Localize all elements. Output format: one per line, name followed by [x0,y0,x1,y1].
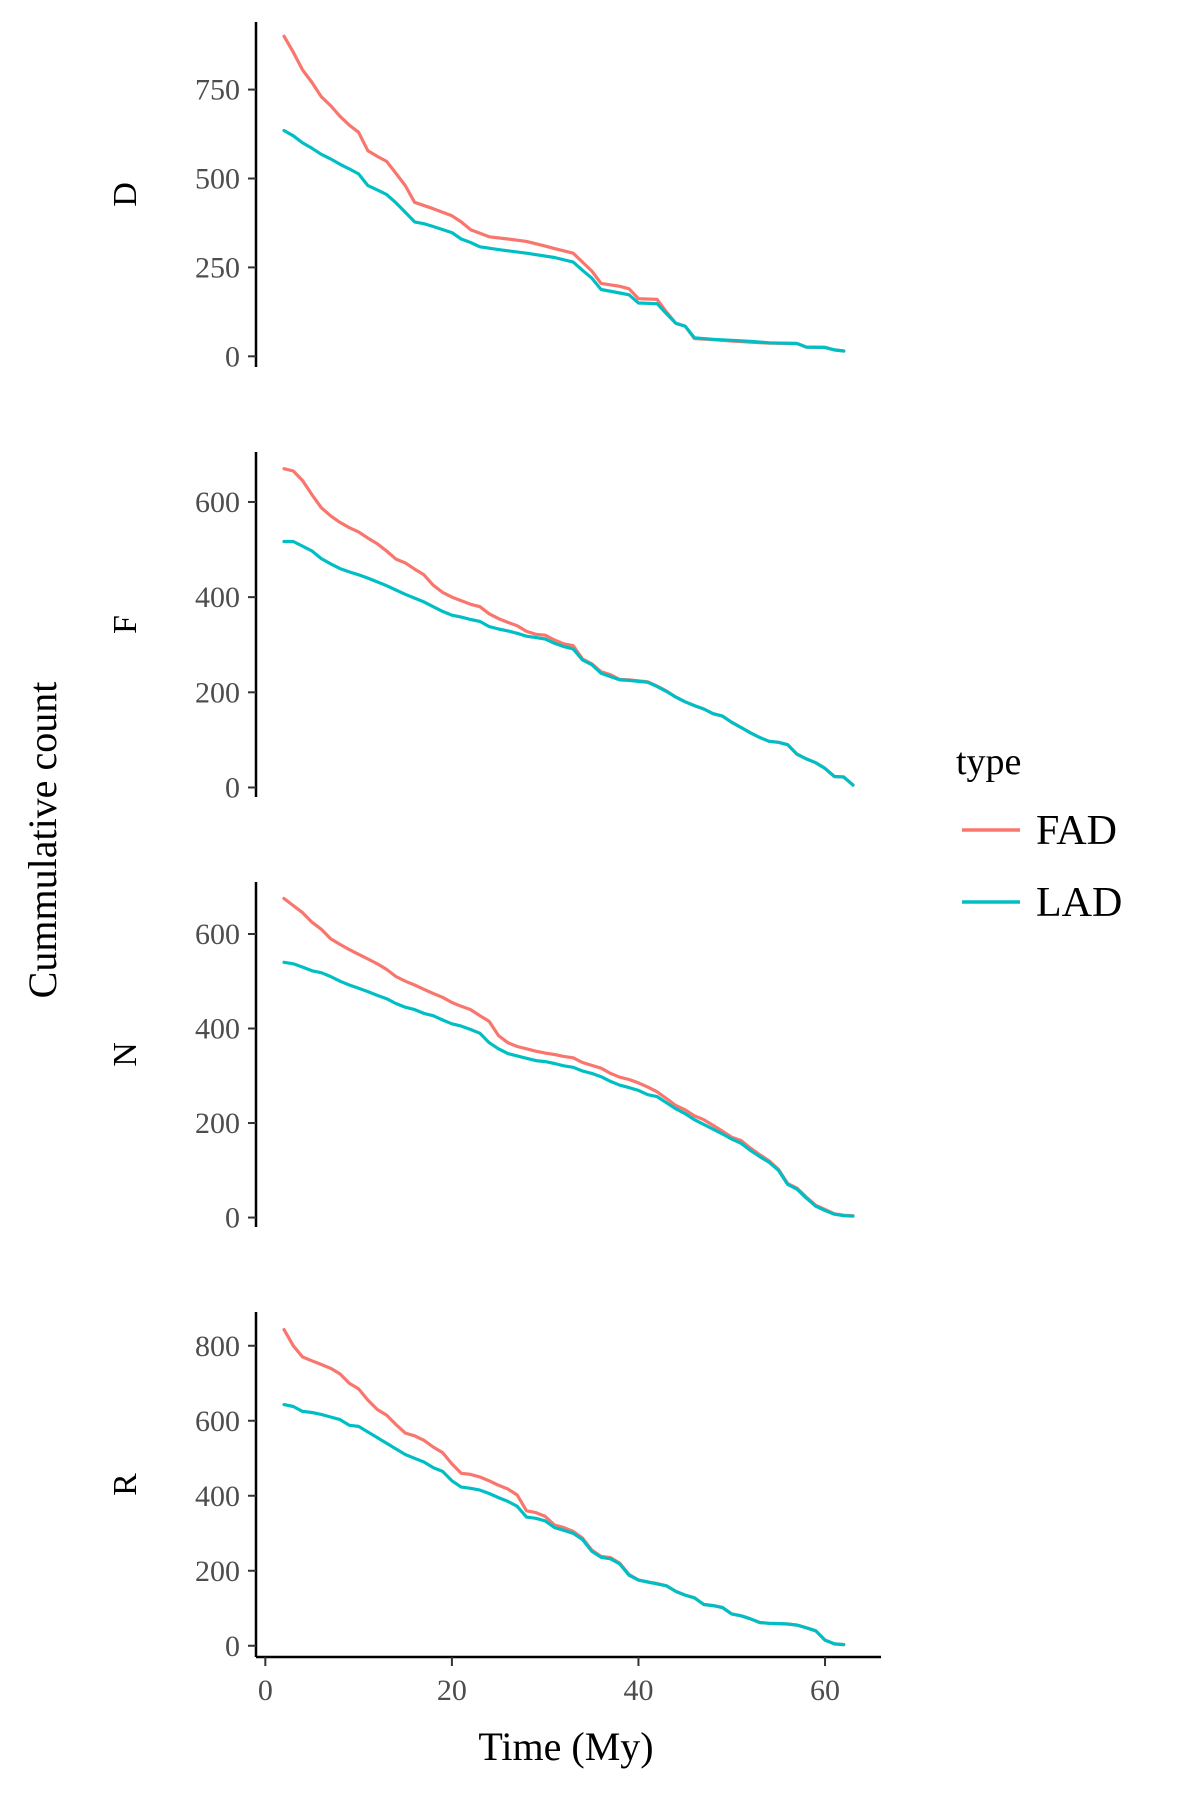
y-tick-label: 200 [195,1555,240,1588]
y-tick-label: 0 [225,340,240,373]
panels: 0250500750D0200400600F0200400600N0200400… [107,22,881,1707]
series-line-fad [282,896,855,1218]
series-line-fad [282,34,846,353]
series-line-lad [282,960,855,1218]
legend-entries: FAD LAD [962,808,1122,926]
y-tick-label: 600 [195,1405,240,1438]
x-axis-title: Time (My) [478,1724,653,1769]
y-tick-label: 800 [195,1330,240,1363]
panel-label: R [107,1473,144,1496]
legend-entry-lad: LAD [962,880,1122,926]
x-tick-label: 40 [623,1674,653,1707]
y-tick-label: 600 [195,918,240,951]
legend-label: LAD [1036,880,1122,926]
x-tick-label: 60 [810,1674,840,1707]
legend-entry-fad: FAD [962,808,1117,854]
y-tick-label: 0 [225,1202,240,1235]
y-tick-label: 400 [195,581,240,614]
y-tick-label: 0 [225,771,240,804]
panel-R: 0 200 400 600 800 R 0 20 40 60 [107,1312,881,1707]
panel-label: N [107,1042,144,1067]
y-tick-label: 500 [195,162,240,195]
x-tick-label: 0 [258,1674,273,1707]
legend: type FAD LAD [956,741,1122,926]
y-tick-label: 750 [195,74,240,107]
panel-F: 0 200 400 600 F [107,452,855,804]
panel-N: 0 200 400 600 N [107,882,855,1235]
series-line-fad [282,1328,846,1647]
legend-title: type [956,741,1021,783]
y-tick-label: 250 [195,251,240,284]
y-tick-label: 0 [225,1630,240,1663]
y-tick-label: 200 [195,1107,240,1140]
panel-label: F [107,615,144,634]
panel-label: D [107,182,144,207]
series-line-lad [282,539,855,787]
panel-D: 0 250 500 750 D [107,22,846,373]
y-tick-label: 400 [195,1480,240,1513]
legend-label: FAD [1036,808,1117,854]
y-tick-label: 400 [195,1013,240,1046]
series-line-lad [282,128,846,353]
series-line-fad [282,467,855,787]
series-line-lad [282,1403,846,1647]
y-tick-label: 600 [195,486,240,519]
x-tick-label: 20 [437,1674,467,1707]
y-tick-label: 200 [195,676,240,709]
y-axis-title: Cummulative count [20,682,65,999]
